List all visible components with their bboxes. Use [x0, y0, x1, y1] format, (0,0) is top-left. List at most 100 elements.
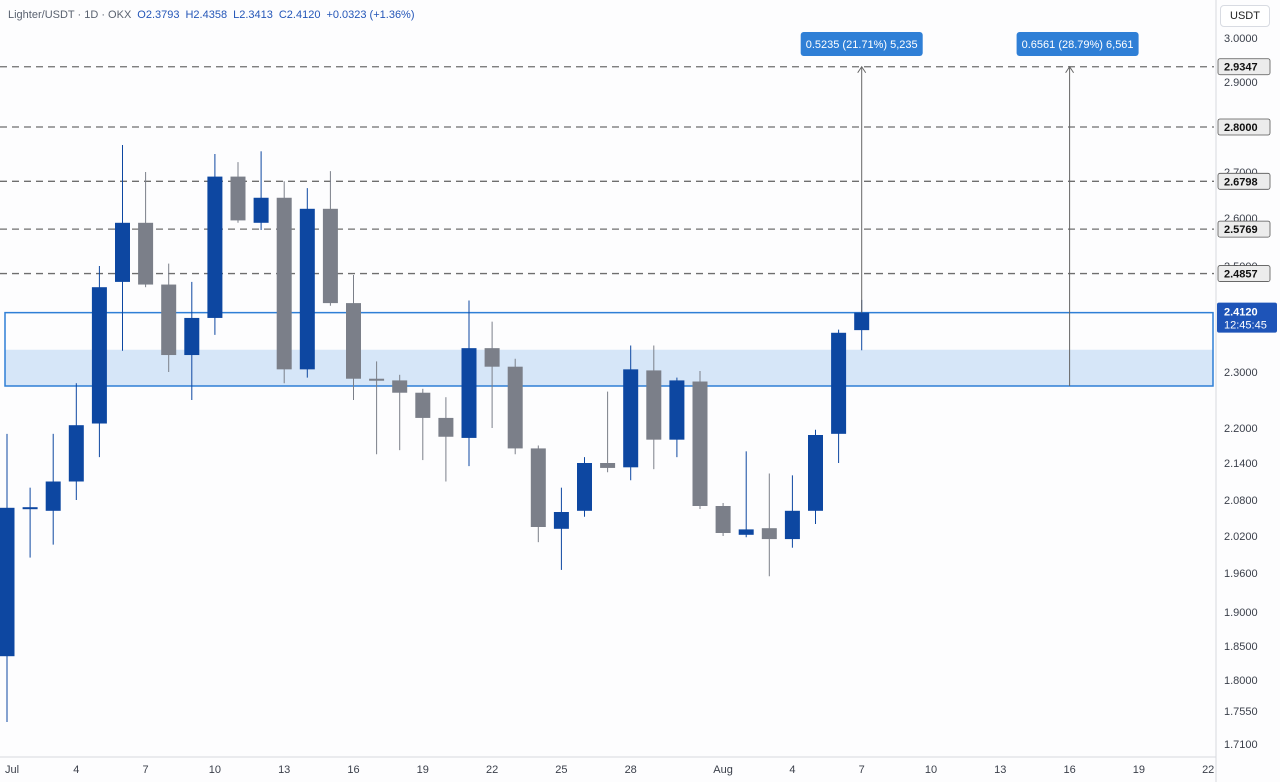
x-tick-label: 4: [73, 764, 79, 776]
candle-body: [0, 507, 15, 657]
x-tick-label: 25: [555, 764, 567, 776]
measure-arrowhead: [857, 65, 867, 74]
candle-body: [253, 197, 269, 223]
candle-body: [22, 507, 38, 510]
candle: [322, 171, 338, 306]
level-label-box: [1217, 58, 1271, 76]
candle: [184, 281, 200, 400]
y-tick-label: 1.9000: [1224, 607, 1258, 619]
candle-body: [553, 512, 569, 529]
candle: [346, 275, 361, 400]
y-tick-label: 1.7100: [1224, 739, 1258, 751]
level-label-box: [1217, 172, 1271, 190]
open-value: O2.3793: [137, 9, 180, 21]
y-tick-label: 2.9000: [1224, 77, 1258, 89]
candle: [0, 433, 15, 722]
x-tick-label: 7: [859, 764, 865, 776]
candle: [692, 370, 708, 509]
x-tick-label: 16: [347, 764, 359, 776]
candle: [276, 181, 292, 384]
y-tick-label: 2.0200: [1224, 531, 1258, 543]
candle-body: [322, 208, 338, 304]
candle: [115, 145, 130, 351]
low-value: L2.3413: [233, 9, 273, 21]
level-label: 2.5769: [1224, 224, 1258, 236]
candle-body: [692, 381, 708, 506]
candle-body: [623, 369, 639, 468]
candle: [831, 329, 847, 463]
y-tick-label: 2.1400: [1224, 458, 1258, 470]
x-tick-label: 28: [625, 764, 637, 776]
level-label-box: [1217, 265, 1271, 282]
x-tick-label: 16: [1063, 764, 1075, 776]
candle-body: [484, 348, 500, 367]
candle: [507, 358, 523, 455]
candle: [138, 172, 154, 288]
candle: [45, 433, 61, 545]
x-tick-label: 19: [417, 764, 429, 776]
candle: [415, 388, 431, 461]
symbol-label: Lighter/USDT · 1D · OKX: [8, 9, 132, 21]
candle: [369, 361, 385, 455]
candle-body: [207, 176, 223, 318]
candle-body: [784, 510, 800, 540]
currency-button[interactable]: USDT: [1220, 5, 1270, 27]
level-label: 2.9347: [1224, 62, 1258, 74]
candle: [669, 377, 685, 458]
candle: [91, 266, 107, 458]
candle: [784, 475, 800, 548]
level-label: 2.4857: [1224, 269, 1258, 281]
candle-body: [461, 348, 477, 438]
candle-body: [115, 222, 130, 282]
candle: [22, 487, 38, 558]
close-value: C2.4120: [278, 9, 321, 21]
supply-zone-fill: [5, 349, 1213, 386]
x-tick-label: 22: [486, 764, 498, 776]
y-tick-label: 2.0800: [1224, 495, 1258, 507]
y-tick-label: 2.2000: [1224, 423, 1258, 435]
candle-body: [276, 197, 292, 370]
candle: [761, 473, 777, 577]
candle-body: [831, 332, 847, 434]
candle: [577, 457, 592, 517]
level-label: 2.6798: [1224, 176, 1258, 188]
x-tick-label: Jul: [5, 764, 19, 776]
x-tick-label: 13: [278, 764, 290, 776]
candle-body: [507, 366, 523, 449]
candle-body: [646, 370, 662, 440]
x-tick-label: Aug: [713, 764, 733, 776]
candle: [392, 374, 408, 451]
x-tick-label: 7: [143, 764, 149, 776]
candle: [484, 321, 500, 428]
candle-body: [68, 425, 84, 482]
y-tick-label: 2.3000: [1224, 367, 1258, 379]
countdown-label: 12:45:45: [1224, 320, 1267, 332]
y-tick-label: 1.9600: [1224, 568, 1258, 580]
candle-body: [600, 463, 616, 468]
candle: [161, 263, 177, 372]
supply-zone-box: [4, 311, 1214, 387]
candle-body: [854, 312, 870, 331]
candle: [530, 445, 546, 543]
y-tick-label: 3.0000: [1224, 33, 1258, 45]
candle: [715, 503, 731, 536]
y-tick-label: 1.8000: [1224, 675, 1258, 687]
measure-label-box: [1016, 32, 1139, 56]
candle-body: [369, 378, 385, 381]
candle-body: [738, 529, 754, 535]
candle-body: [808, 435, 823, 511]
candle-body: [346, 303, 361, 379]
x-tick-label: 13: [994, 764, 1006, 776]
candle: [808, 429, 823, 524]
candle-body: [392, 380, 408, 393]
level-label-box: [1217, 118, 1271, 136]
candle: [68, 383, 84, 500]
measure-label: 0.5235 (21.71%) 5,235: [806, 39, 918, 51]
measure-label: 0.6561 (28.79%) 6,561: [1022, 39, 1134, 51]
x-tick-label: 10: [209, 764, 221, 776]
x-tick-label: 4: [789, 764, 795, 776]
candle: [623, 345, 639, 481]
y-tick-label: 1.8500: [1224, 641, 1258, 653]
